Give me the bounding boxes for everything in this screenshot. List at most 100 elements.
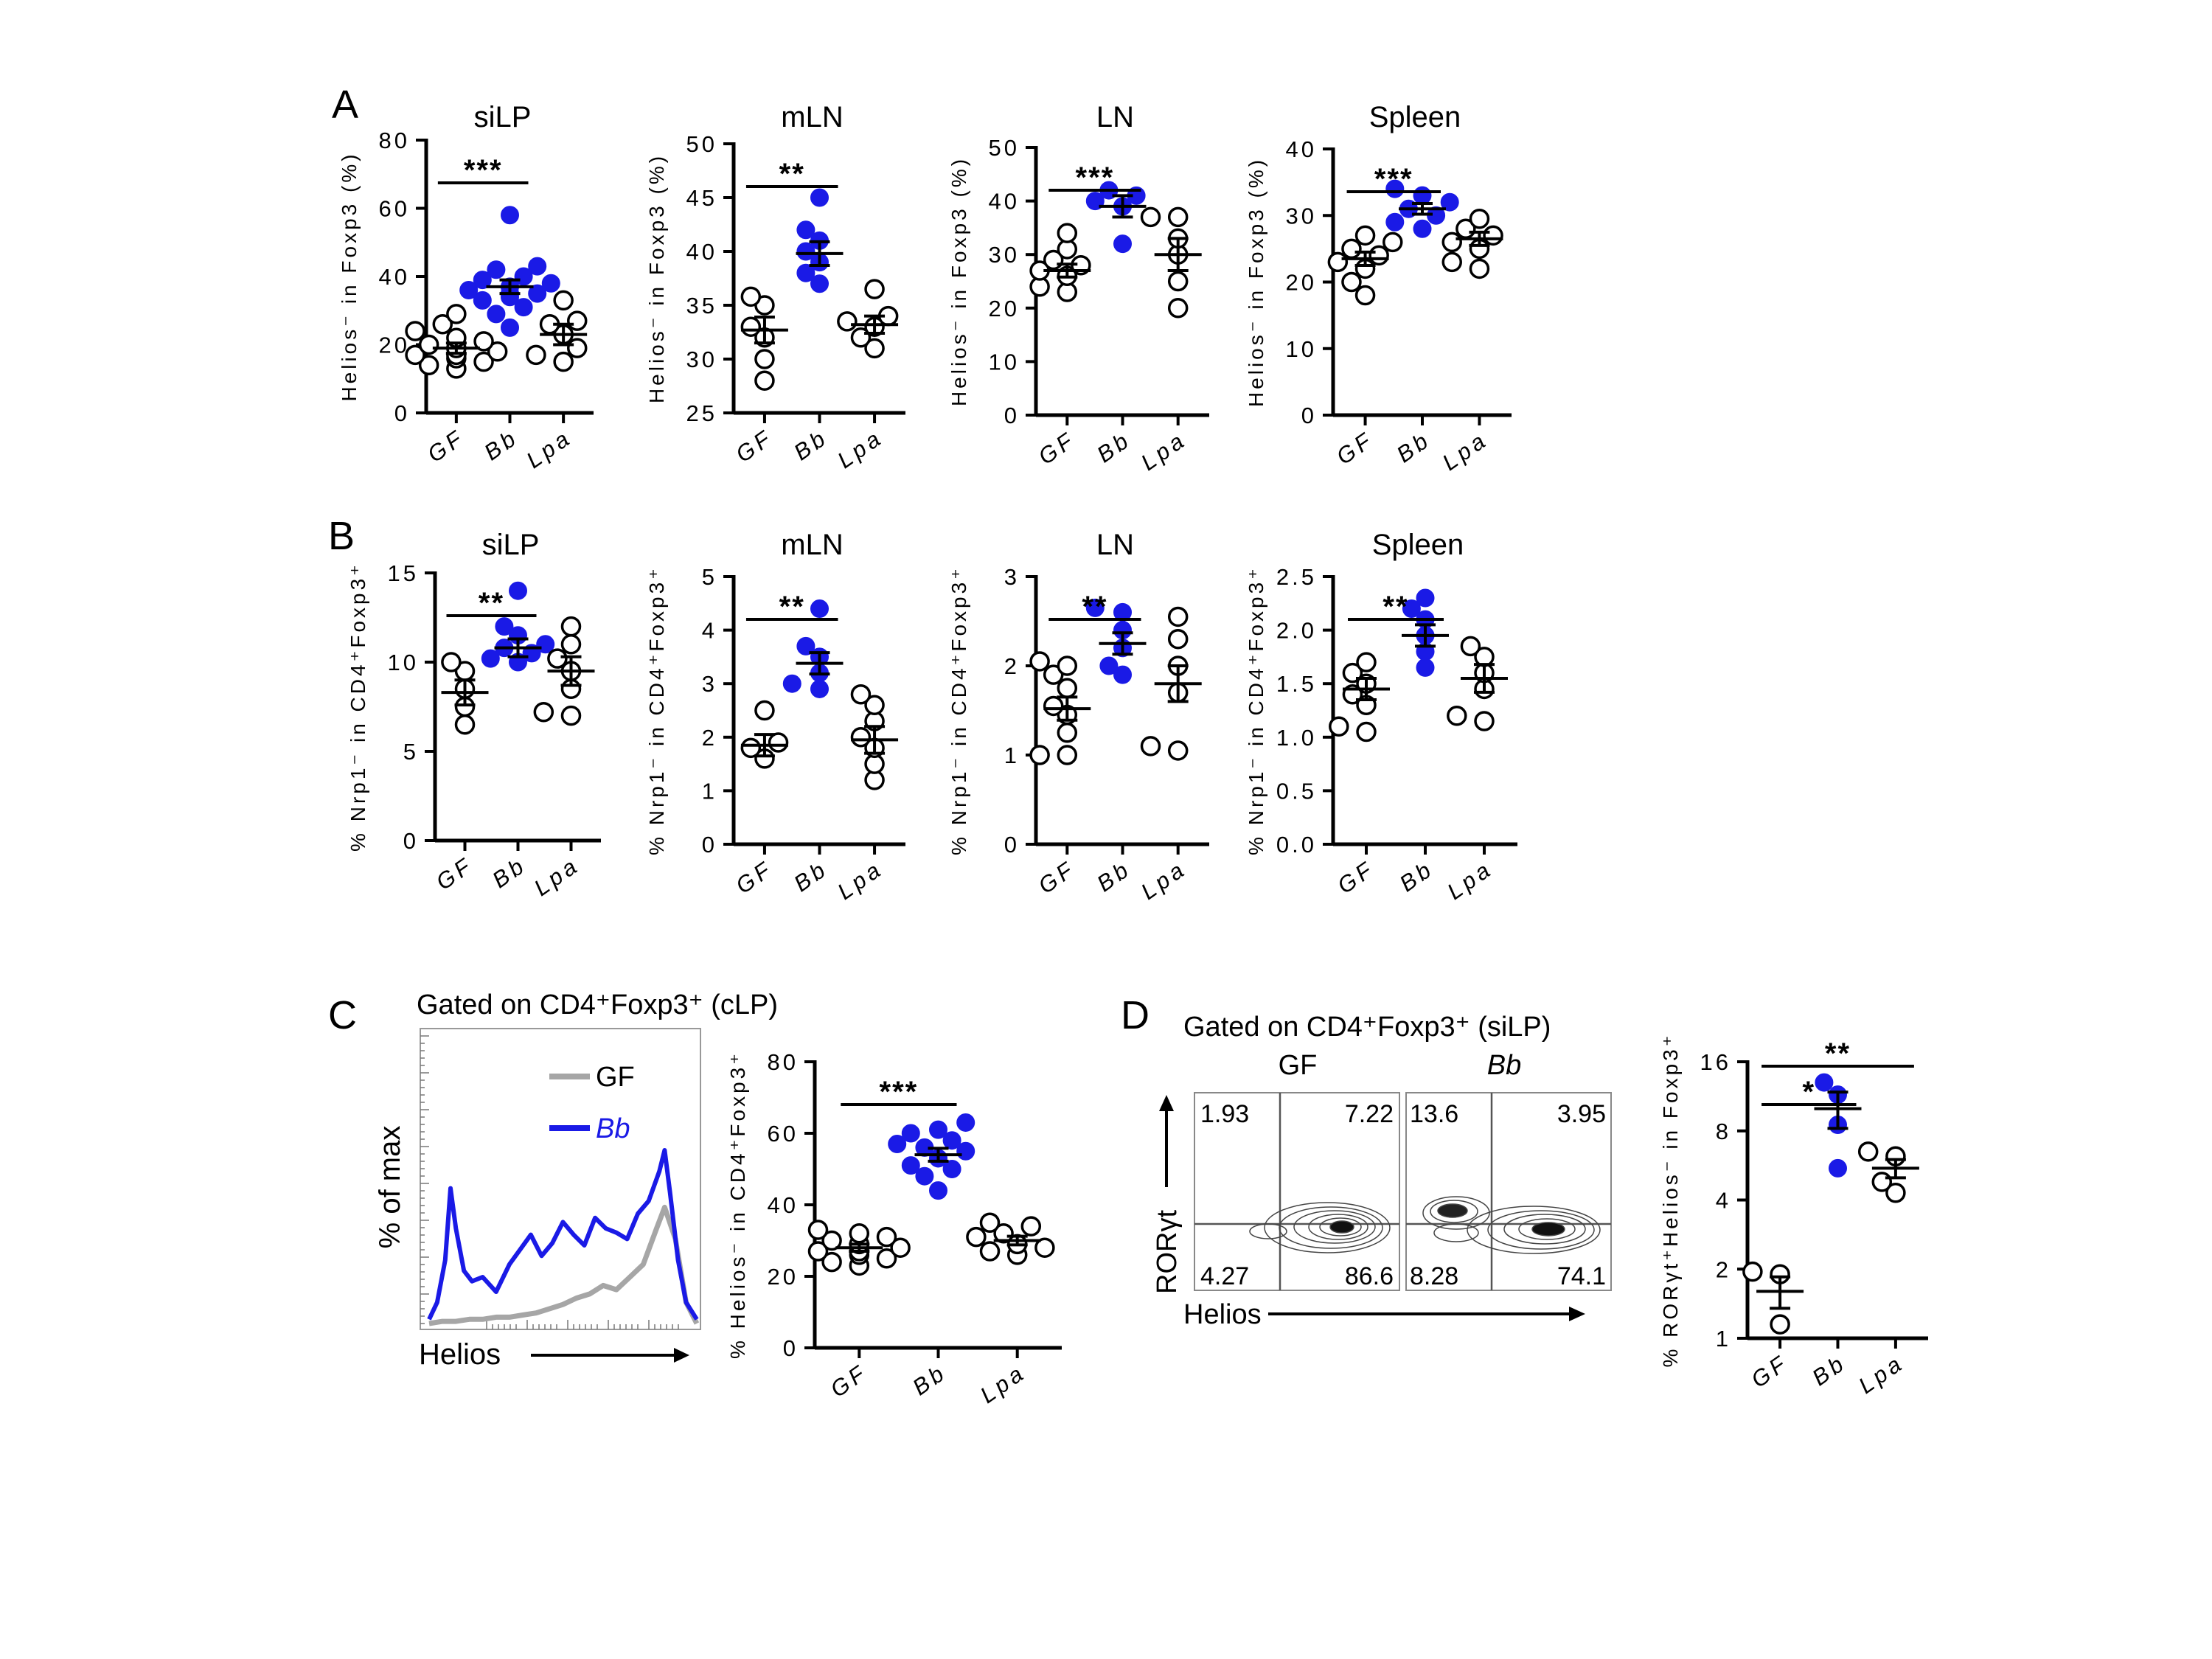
- y-tick-label: 10: [989, 349, 1020, 375]
- y-tick-label: 30: [989, 242, 1020, 268]
- flow-subtitle-bb: Bb: [1487, 1050, 1521, 1081]
- data-point-bb: [1385, 212, 1405, 232]
- data-point-bb: [901, 1156, 920, 1175]
- data-point-lpa: [864, 279, 885, 299]
- data-point-bb: [810, 274, 829, 293]
- x-tick-label: Bb: [1395, 855, 1439, 897]
- flow-y-arrowhead: [1159, 1095, 1174, 1111]
- data-point-gf: [1770, 1314, 1790, 1335]
- y-tick-label: 2: [702, 725, 717, 751]
- y-tick-label: 30: [1286, 203, 1317, 229]
- data-point-bb: [459, 281, 479, 299]
- data-point-gf: [418, 355, 439, 375]
- data-point-lpa: [1140, 206, 1161, 228]
- chart-title: LN: [1096, 101, 1134, 133]
- y-tick-label: 35: [686, 293, 717, 319]
- chart-title: Spleen: [1372, 529, 1464, 561]
- chart-d-flow: Gated on CD4⁺Foxp3⁺ (siLP) GF Bb 1.93 7.…: [1152, 1012, 1612, 1330]
- x-tick-label: Lpa: [975, 1359, 1031, 1408]
- data-point-gf: [1057, 678, 1078, 698]
- data-point-gf: [405, 344, 425, 366]
- y-tick-label: 80: [379, 128, 410, 153]
- data-point-gf: [1327, 251, 1349, 273]
- y-tick-label: 1: [1004, 742, 1020, 768]
- x-tick-label: Bb: [1092, 426, 1135, 467]
- data-point-lpa: [864, 695, 885, 715]
- data-point-lpa: [566, 338, 588, 358]
- data-point-bb: [1413, 186, 1432, 205]
- data-point-gf: [768, 732, 789, 753]
- data-point-lpa: [560, 634, 582, 655]
- quadrant-bb-ll: 8.28: [1410, 1262, 1458, 1290]
- y-tick-label: 1: [702, 778, 717, 804]
- data-point-gf: [890, 1237, 911, 1258]
- y-tick-label: 1.5: [1276, 671, 1317, 697]
- data-point-gf: [1329, 716, 1349, 737]
- contour-gf: [1249, 1202, 1391, 1253]
- data-point-bb: [1413, 219, 1432, 238]
- data-point-gf: [1029, 651, 1050, 672]
- histogram-ticks: [420, 1035, 679, 1329]
- y-tick-label: 20: [1286, 270, 1317, 296]
- y-axis-label: % Nrp1⁻ in CD4⁺Foxp3⁺: [645, 566, 668, 855]
- data-point-bb: [487, 260, 506, 279]
- data-point-lpa: [1167, 206, 1189, 228]
- data-point-bb: [1099, 656, 1119, 675]
- data-point-lpa: [1020, 1216, 1042, 1237]
- data-point-lpa: [1871, 1172, 1893, 1192]
- data-point-gf: [454, 714, 476, 735]
- y-tick-label: 2.5: [1276, 564, 1317, 590]
- data-point-gf: [1341, 271, 1362, 293]
- significance-label: ***: [880, 1076, 919, 1108]
- y-axis-label: Helios⁻ in Foxp3 (%): [338, 151, 361, 401]
- significance-label: ***: [1374, 163, 1413, 195]
- x-tick-label: Bb: [1807, 1349, 1851, 1391]
- data-point-lpa: [566, 310, 588, 331]
- data-point-lpa: [979, 1241, 1001, 1262]
- data-point-gf: [1057, 745, 1078, 765]
- data-point-lpa: [1483, 225, 1503, 246]
- y-tick-label: 10: [1286, 336, 1317, 362]
- data-point-bb: [888, 1135, 907, 1154]
- legend-label-bb: Bb: [596, 1113, 630, 1144]
- y-tick-label: 10: [388, 650, 419, 675]
- data-point-gf: [1356, 721, 1377, 742]
- y-tick-label: 0: [1004, 403, 1020, 428]
- x-tick-label: GF: [1332, 855, 1380, 899]
- data-point-lpa: [553, 351, 574, 372]
- data-point-bb: [796, 242, 815, 261]
- contour-bb: [1422, 1196, 1601, 1254]
- chart-title: Spleen: [1369, 101, 1461, 133]
- y-tick-label: 40: [989, 189, 1020, 215]
- y-axis-label: Helios⁻ in Foxp3 (%): [947, 156, 970, 406]
- data-point-lpa: [1167, 740, 1189, 761]
- y-tick-label: 40: [379, 264, 410, 290]
- quadrant-bb-ur: 3.95: [1557, 1100, 1606, 1128]
- data-point-gf: [740, 737, 762, 759]
- x-tick-label: Lpa: [1854, 1349, 1909, 1399]
- y-tick-label: 30: [686, 347, 717, 372]
- significance-label: ***: [464, 154, 503, 187]
- data-point-lpa: [1167, 271, 1189, 292]
- data-point-lpa: [979, 1212, 1001, 1233]
- data-point-lpa: [553, 290, 574, 311]
- data-point-gf: [432, 314, 453, 335]
- y-tick-label: 20: [379, 333, 410, 358]
- data-point-lpa: [1469, 209, 1490, 229]
- data-point-bb: [1385, 179, 1405, 198]
- y-tick-label: 40: [686, 239, 717, 265]
- x-tick-label: Bb: [789, 855, 832, 897]
- data-point-lpa: [850, 684, 872, 705]
- data-point-bb: [501, 206, 519, 225]
- data-point-lpa: [1885, 1182, 1906, 1203]
- data-point-lpa: [1441, 251, 1462, 273]
- data-point-bb: [541, 274, 560, 293]
- y-tick-label: 8: [1716, 1119, 1731, 1144]
- data-point-bb: [796, 636, 815, 655]
- histogram-line-gf: [428, 1204, 700, 1326]
- y-tick-label: 45: [686, 185, 717, 211]
- x-tick-label: GF: [1332, 426, 1379, 470]
- data-point-bb: [901, 1124, 920, 1143]
- histogram-line-bb: [427, 1148, 699, 1321]
